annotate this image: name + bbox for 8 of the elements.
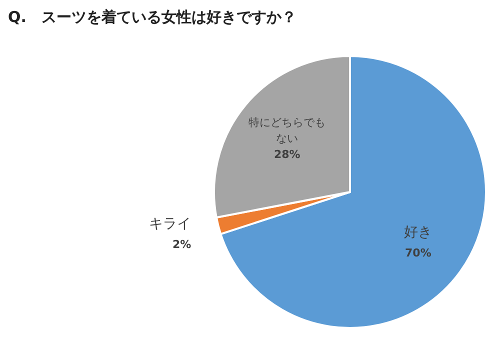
category-label: キライ: [149, 216, 192, 232]
data-label: 28%: [274, 148, 300, 161]
category-label: 好き: [404, 224, 432, 241]
data-label: 2%: [172, 238, 192, 251]
category-label: 特にどちらでも: [248, 116, 326, 129]
data-label: 70%: [405, 246, 432, 260]
title: Q. スーツを着ている女性は好きですか？: [8, 8, 296, 26]
category-label: ない: [276, 132, 298, 145]
